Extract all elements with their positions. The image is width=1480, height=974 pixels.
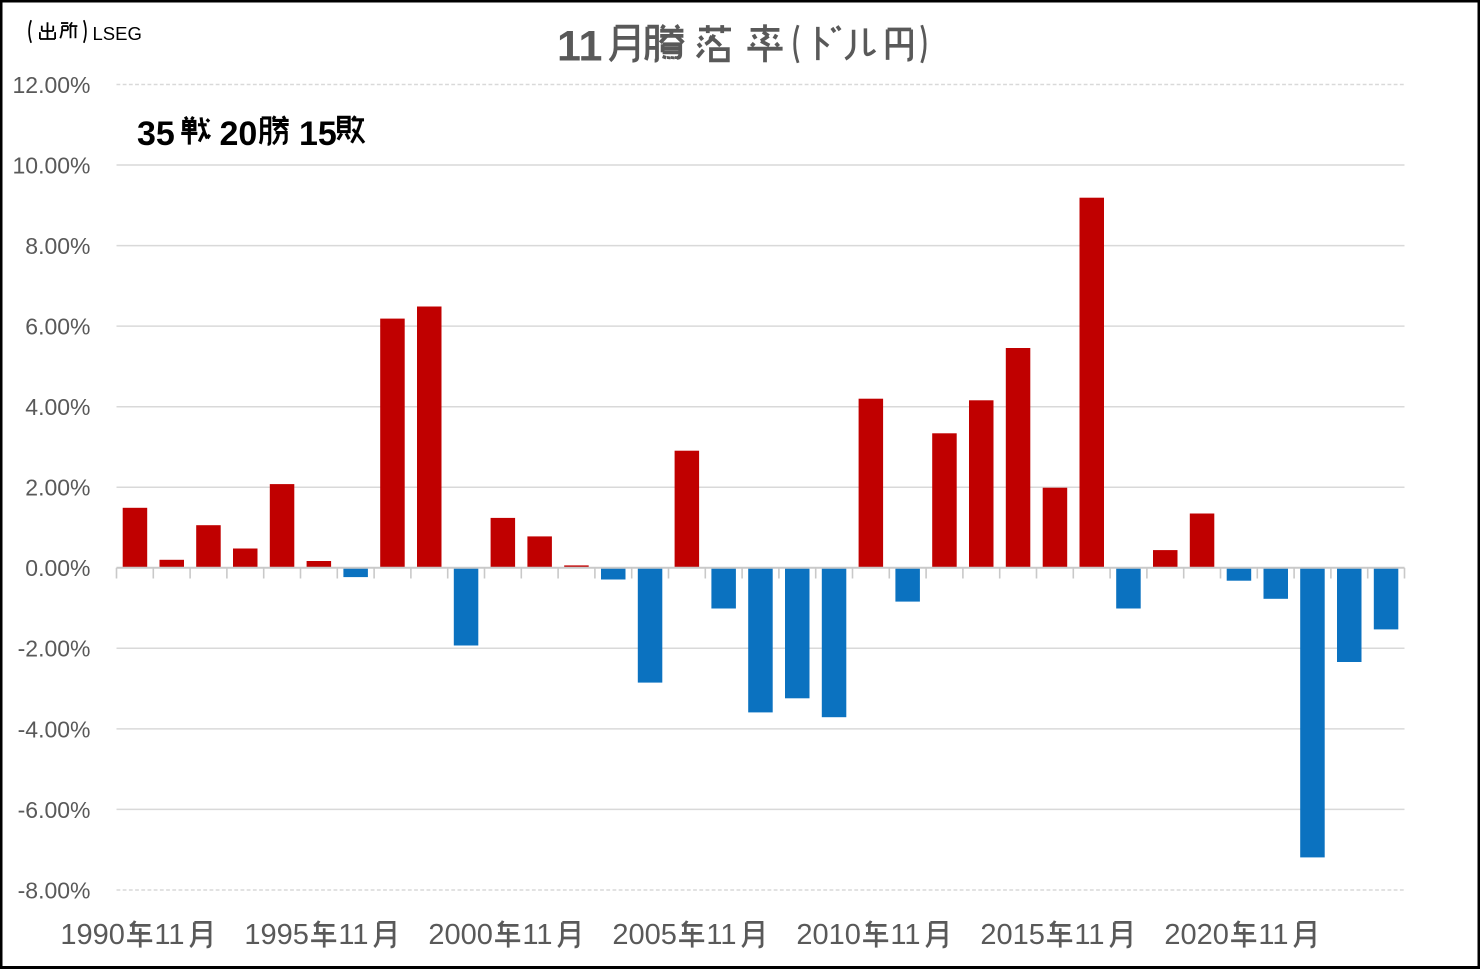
svg-text:-2.00%: -2.00% xyxy=(18,636,91,662)
svg-text:11: 11 xyxy=(706,919,736,951)
svg-text:11: 11 xyxy=(338,919,368,951)
svg-text:11: 11 xyxy=(154,919,184,951)
svg-text:10.00%: 10.00% xyxy=(12,152,90,178)
svg-text:LSEG: LSEG xyxy=(93,23,142,44)
svg-text:11: 11 xyxy=(522,919,552,951)
svg-text:2015: 2015 xyxy=(980,919,1045,951)
svg-text:0.00%: 0.00% xyxy=(25,555,90,581)
svg-text:-8.00%: -8.00% xyxy=(18,877,91,903)
svg-text:8.00%: 8.00% xyxy=(25,233,90,259)
svg-text:2005: 2005 xyxy=(612,919,677,951)
svg-text:-6.00%: -6.00% xyxy=(18,797,91,823)
svg-text:2.00%: 2.00% xyxy=(25,475,90,501)
svg-text:6.00%: 6.00% xyxy=(25,314,90,340)
svg-text:35: 35 xyxy=(137,115,175,153)
svg-text:-4.00%: -4.00% xyxy=(18,716,91,742)
svg-text:12.00%: 12.00% xyxy=(12,72,90,98)
svg-text:2000: 2000 xyxy=(428,919,493,951)
svg-text:11: 11 xyxy=(1258,919,1288,951)
svg-text:15: 15 xyxy=(299,115,337,153)
svg-text:11: 11 xyxy=(890,919,920,951)
svg-text:4.00%: 4.00% xyxy=(25,394,90,420)
svg-text:1995: 1995 xyxy=(244,919,309,951)
svg-text:2010: 2010 xyxy=(796,919,861,951)
svg-text:1990: 1990 xyxy=(60,919,125,951)
svg-text:11: 11 xyxy=(557,23,602,71)
svg-text:20: 20 xyxy=(220,115,258,153)
svg-text:11: 11 xyxy=(1074,919,1104,951)
svg-text:2020: 2020 xyxy=(1164,919,1229,951)
